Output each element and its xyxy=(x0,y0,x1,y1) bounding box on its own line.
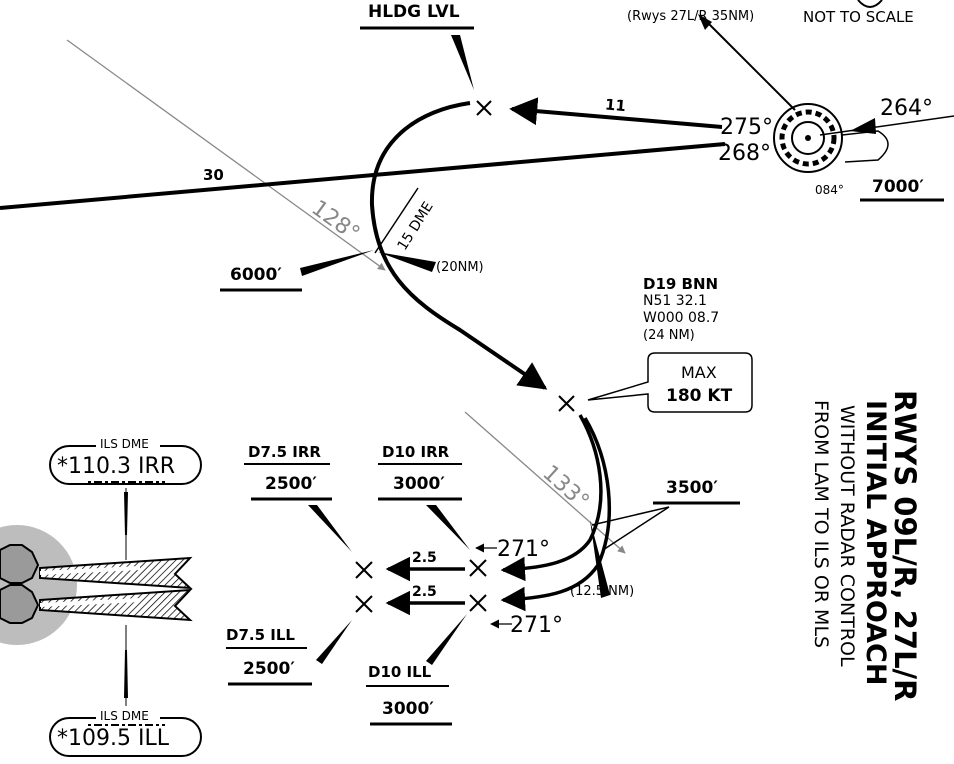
speed-limit-max: MAX xyxy=(681,363,717,382)
speed-limit-callout xyxy=(587,352,753,413)
scale-note: NOT TO SCALE xyxy=(803,8,914,26)
vor-feed-arrow xyxy=(698,14,712,30)
alt-6000-pointer xyxy=(300,250,374,276)
d75-irr-name: D7.5 IRR xyxy=(248,443,321,461)
segment-upper-label: 2.5 xyxy=(412,550,437,566)
ils-lower-marker xyxy=(124,650,128,698)
track-11-line xyxy=(509,97,723,129)
d75-ill-pointer xyxy=(316,620,352,664)
course-268-label: 268° xyxy=(718,141,771,166)
d10-irr-alt: 3000′ xyxy=(393,474,445,494)
radial-128-line xyxy=(66,39,386,271)
d75-irr-alt: 2500′ xyxy=(265,474,317,494)
dist-20-label: (20NM) xyxy=(436,260,484,275)
alt-3500-leader-1 xyxy=(591,506,670,526)
d10-irr-pointer xyxy=(426,505,470,550)
track-11-label: 11 xyxy=(604,95,626,115)
d75-ill-alt: 2500′ xyxy=(243,659,295,679)
radial-128-label: 128° xyxy=(307,196,365,247)
d75-irr-marker xyxy=(355,561,373,579)
d10-ill-pointer xyxy=(426,614,467,665)
hdg-271-upper-label: 271° xyxy=(497,537,550,562)
d10-ill-alt: 3000′ xyxy=(382,699,434,719)
airport-runways-icon xyxy=(0,525,193,645)
radial-133-line xyxy=(464,411,626,554)
ils-upper-caption: ILS DME xyxy=(100,437,149,451)
hldg-lvl-label: HLDG LVL xyxy=(368,2,460,22)
course-264-line xyxy=(819,115,954,136)
side-title-line4: FROM LAM TO ILS OR MLS xyxy=(810,400,832,648)
hold-loop xyxy=(841,130,889,163)
hold-altitude-label: 7000′ xyxy=(872,177,924,197)
d19-fix-marker xyxy=(558,395,575,412)
side-title-line2: INITIAL APPROACH xyxy=(860,400,891,685)
turn-to-d10-irr xyxy=(500,414,603,582)
lam-vor-icon xyxy=(773,103,843,173)
dme-15-tick xyxy=(374,187,419,254)
side-title-line1: RWYS 09L/R, 27L/R xyxy=(888,390,922,701)
top-note: (Rwys 27L/R 35NM) xyxy=(627,9,754,24)
d10-ill-marker xyxy=(469,594,487,612)
d10-irr-name: D10 IRR xyxy=(382,443,450,461)
hldg-lvl-pointer xyxy=(451,35,474,90)
d75-ill-marker xyxy=(355,595,373,613)
course-264-label: 264° xyxy=(880,96,933,121)
d19-lon: W000 08.7 xyxy=(643,310,719,326)
speed-limit-value: 180 KT xyxy=(666,386,733,406)
d19-dist: (24 NM) xyxy=(643,328,695,343)
d75-ill-name: D7.5 ILL xyxy=(226,626,295,644)
dist-20-pointer xyxy=(378,252,436,272)
side-title: RWYS 09L/R, 27L/R INITIAL APPROACH WITHO… xyxy=(810,390,922,701)
ils-upper-freq: *110.3 IRR xyxy=(57,454,175,479)
alt-6000-label: 6000′ xyxy=(230,265,282,285)
dist-12-5-pointer xyxy=(590,520,610,598)
side-title-line3: WITHOUT RADAR CONTROL xyxy=(836,405,858,667)
d75-irr-pointer xyxy=(308,505,352,552)
d19-lat: N51 32.1 xyxy=(643,293,707,309)
vor-feed-line xyxy=(704,19,796,111)
course-084-label: 084° xyxy=(815,183,844,197)
course-275-label: 275° xyxy=(720,115,773,140)
d19-name: D19 BNN xyxy=(643,275,718,293)
ils-lower-box xyxy=(49,710,202,757)
ils-upper-marker xyxy=(124,492,128,535)
dist-12-5-label: (12.5 NM) xyxy=(570,584,634,599)
track-30-label: 30 xyxy=(203,166,224,184)
scale-note-symbol xyxy=(857,0,883,8)
alt-3500-label: 3500′ xyxy=(666,478,718,498)
holding-arc-to-d19 xyxy=(369,101,548,390)
alt-3500-leader-2 xyxy=(602,506,670,551)
ils-lower-caption: ILS DME xyxy=(100,709,149,723)
ils-lower-freq: *109.5 ILL xyxy=(57,726,170,751)
dme-15-label: 15 DME xyxy=(395,199,437,253)
d10-irr-marker xyxy=(469,559,487,577)
course-264-arrow xyxy=(850,118,876,134)
radial-133-label: 133° xyxy=(538,461,594,515)
track-30-line xyxy=(0,142,726,210)
segment-lower-label: 2.5 xyxy=(412,584,437,600)
d10-ill-name: D10 ILL xyxy=(368,663,432,681)
hdg-271-lower-label: 271° xyxy=(510,613,563,638)
holding-fix-marker xyxy=(476,100,492,116)
ils-upper-box xyxy=(49,438,202,485)
